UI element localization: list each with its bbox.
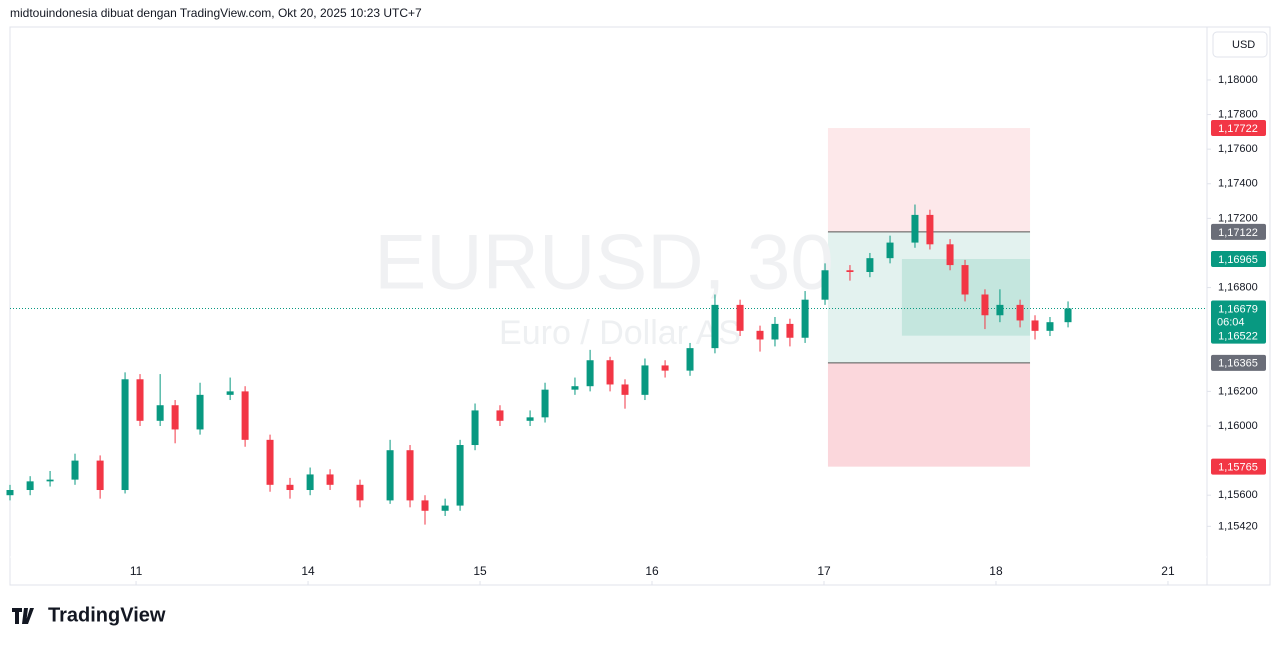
candle-body <box>171 405 179 430</box>
frame <box>9 26 1271 586</box>
candle-body <box>996 304 1004 316</box>
logo-mark <box>12 608 34 624</box>
candle-body <box>266 439 274 485</box>
candle-body <box>641 365 649 395</box>
candle-body <box>196 394 204 430</box>
candle-body <box>526 417 534 421</box>
candle-body <box>661 365 669 371</box>
x-tick-label: 14 <box>301 564 315 578</box>
candle-body <box>156 405 164 421</box>
candle-body <box>981 294 989 316</box>
candle-body <box>1064 308 1072 323</box>
currency-button[interactable] <box>1212 31 1268 58</box>
candle-body <box>26 481 34 491</box>
watermark: EURUSD, 30 <box>374 218 833 306</box>
candle-body <box>606 360 614 385</box>
candle-body <box>1031 320 1039 331</box>
price-label: 1,15765 <box>1218 462 1258 474</box>
candle-body <box>46 479 54 482</box>
candle-body <box>326 474 334 485</box>
watermark-subtitle: Euro / Dollar AS <box>499 314 741 352</box>
x-tick-label: 18 <box>989 564 1003 578</box>
currency-label: USD <box>1232 39 1255 51</box>
x-tick-label: 21 <box>1161 564 1175 578</box>
candle-body <box>306 474 314 491</box>
candle-body <box>756 330 764 340</box>
candle-body <box>286 484 294 491</box>
price-label-box <box>1211 251 1266 268</box>
y-tick-label: 1,16200 <box>1218 385 1258 397</box>
candle-body <box>356 484 364 501</box>
header: midtouindonesia dibuat dengan TradingVie… <box>10 6 422 20</box>
y-tick-label: 1,15600 <box>1218 489 1258 501</box>
price-label-box <box>1211 120 1266 137</box>
price-label: 1,16522 <box>1218 331 1258 343</box>
candle-body <box>621 384 629 395</box>
candle-body <box>456 445 464 506</box>
candle-body <box>711 304 719 349</box>
position-zone <box>827 128 1031 232</box>
y-tick-label: 1,17800 <box>1218 108 1258 120</box>
candle-body <box>496 410 504 421</box>
candle-body <box>121 379 129 491</box>
candle-body <box>421 500 429 511</box>
candle-body <box>471 410 479 446</box>
candle-body <box>541 389 549 418</box>
candle-body <box>441 505 449 511</box>
candle-body <box>1016 304 1024 321</box>
y-tick-label: 1,16000 <box>1218 420 1258 432</box>
candle-body <box>736 304 744 331</box>
candle-body <box>801 299 809 338</box>
x-tick-label: 11 <box>130 564 143 578</box>
candle-body <box>786 323 794 338</box>
x-tick-label: 15 <box>473 564 487 578</box>
candle-body <box>961 265 969 295</box>
y-tick-label: 1,18000 <box>1218 74 1258 86</box>
candle-body <box>1046 322 1054 331</box>
candle-body <box>226 391 234 395</box>
y-tick-label: 1,17200 <box>1218 212 1258 224</box>
candle-body <box>846 270 854 273</box>
candle-body <box>571 386 579 390</box>
candle-body <box>926 214 934 245</box>
candle-body <box>6 490 14 496</box>
candle-body <box>406 450 414 501</box>
candle-body <box>946 244 954 266</box>
price-label: 1,16965 <box>1218 254 1258 266</box>
countdown: 06:04 <box>1217 316 1245 328</box>
price-label: 1,17122 <box>1218 227 1258 239</box>
current-price-box <box>1211 300 1266 331</box>
current-price-label: 1,16679 <box>1218 303 1258 315</box>
logo-text: TradingView <box>48 604 166 626</box>
price-label-box <box>1211 223 1266 240</box>
y-tick-label: 1,15420 <box>1218 520 1258 532</box>
logo: TradingView <box>12 604 166 626</box>
price-label-box <box>1211 458 1266 475</box>
position-zone <box>827 362 1031 467</box>
candle-body <box>136 379 144 421</box>
candle-body <box>386 450 394 501</box>
candle-body <box>71 460 79 480</box>
y-tick-label: 1,16800 <box>1218 281 1258 293</box>
price-label: 1,17722 <box>1218 123 1258 135</box>
price-label-box <box>1211 354 1266 371</box>
candle-body <box>771 323 779 340</box>
candle-body <box>866 258 874 273</box>
candle-body <box>821 270 829 300</box>
candle-body <box>586 360 594 387</box>
candle-body <box>886 242 894 259</box>
price-label: 1,16365 <box>1218 358 1258 370</box>
candle-body <box>686 348 694 371</box>
x-tick-label: 17 <box>817 564 831 578</box>
candle-body <box>241 391 249 440</box>
candle-body <box>911 214 919 243</box>
y-tick-label: 1,17600 <box>1218 143 1258 155</box>
y-tick-label: 1,17400 <box>1218 178 1258 190</box>
price-label-box <box>1211 327 1266 344</box>
candle-body <box>96 460 104 491</box>
x-tick-label: 16 <box>645 564 659 578</box>
